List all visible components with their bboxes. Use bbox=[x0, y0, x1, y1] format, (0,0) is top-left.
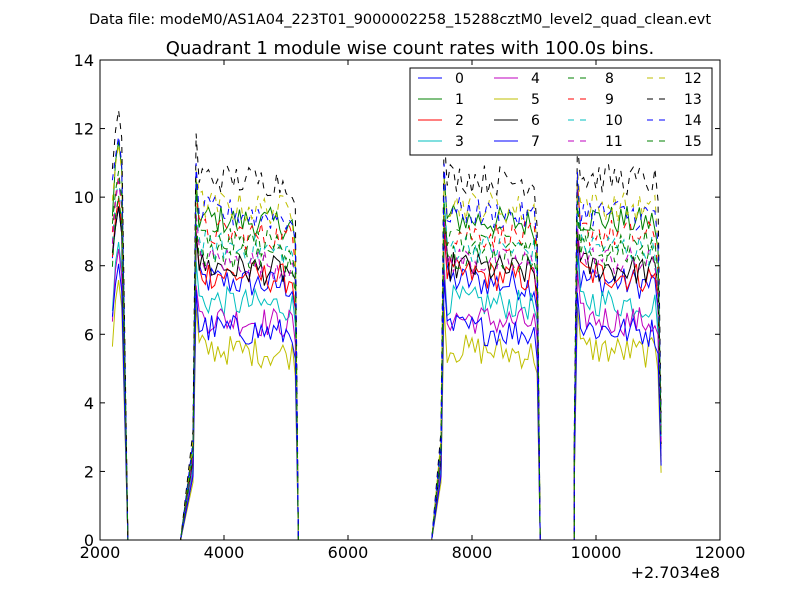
legend-label-4: 4 bbox=[531, 71, 540, 87]
count-rate-chart: Data file: modeM0/AS1A04_223T01_90000022… bbox=[0, 0, 800, 600]
legend-label-1: 1 bbox=[455, 92, 464, 108]
plot-lines bbox=[112, 110, 661, 540]
x-tick-label: 8000 bbox=[452, 543, 493, 562]
y-tick-label: 2 bbox=[84, 462, 94, 481]
legend-label-2: 2 bbox=[455, 113, 464, 129]
x-tick-label: 4000 bbox=[204, 543, 245, 562]
legend-label-6: 6 bbox=[531, 113, 540, 129]
legend-label-12: 12 bbox=[684, 71, 702, 87]
x-tick-label: 12000 bbox=[695, 543, 746, 562]
chart-suptitle: Data file: modeM0/AS1A04_223T01_90000022… bbox=[89, 12, 711, 28]
y-tick-label: 10 bbox=[74, 188, 94, 207]
legend-label-5: 5 bbox=[531, 92, 540, 108]
legend-label-7: 7 bbox=[531, 134, 540, 150]
y-tick-label: 6 bbox=[84, 325, 94, 344]
y-tick-label: 12 bbox=[74, 120, 94, 139]
y-tick-label: 14 bbox=[74, 51, 94, 70]
legend-label-11: 11 bbox=[605, 134, 623, 150]
legend-label-14: 14 bbox=[684, 113, 702, 129]
y-tick-label: 4 bbox=[84, 394, 94, 413]
legend-label-10: 10 bbox=[605, 113, 623, 129]
x-tick-label: 6000 bbox=[328, 543, 369, 562]
chart-title: Quadrant 1 module wise count rates with … bbox=[166, 38, 655, 59]
legend-label-15: 15 bbox=[684, 134, 702, 150]
legend-label-0: 0 bbox=[455, 71, 464, 87]
legend-label-8: 8 bbox=[605, 71, 614, 87]
y-tick-label: 0 bbox=[84, 531, 94, 550]
legend-label-13: 13 bbox=[684, 92, 702, 108]
x-offset-label: +2.7034e8 bbox=[631, 563, 720, 582]
y-tick-label: 8 bbox=[84, 257, 94, 276]
legend-label-9: 9 bbox=[605, 92, 614, 108]
x-tick-label: 10000 bbox=[571, 543, 622, 562]
legend-label-3: 3 bbox=[455, 134, 464, 150]
